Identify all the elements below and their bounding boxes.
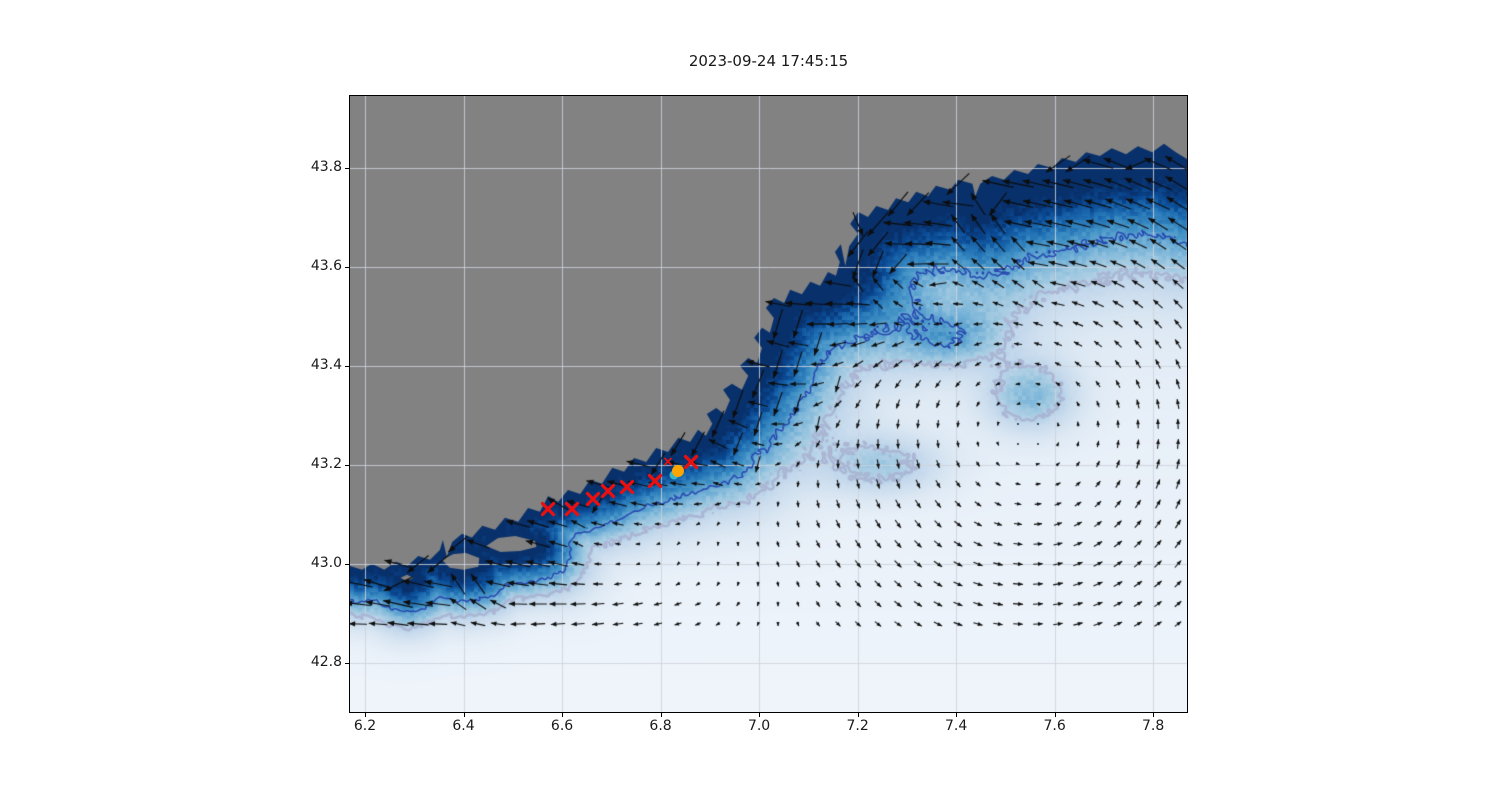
x-tick-mark	[562, 713, 564, 717]
x-tick-label: 6.2	[353, 718, 377, 734]
x-tick-mark	[1153, 713, 1155, 717]
x-tick-label: 7.2	[846, 718, 869, 734]
y-tick-label: 43.0	[310, 554, 342, 571]
y-tick-mark	[345, 167, 349, 169]
x-tick-mark	[857, 713, 859, 717]
track-marker-x-icon	[683, 453, 700, 474]
x-tick-label: 6.8	[649, 718, 672, 734]
y-tick-label: 43.6	[310, 257, 342, 274]
y-tick-mark	[345, 464, 349, 466]
x-tick-label: 7.4	[944, 718, 968, 734]
track-marker-x-icon	[619, 478, 636, 499]
x-tick-mark	[1054, 713, 1056, 717]
y-tick-mark	[345, 662, 349, 664]
track-marker-x-icon	[563, 500, 580, 521]
plot-area	[349, 95, 1188, 713]
x-tick-label: 7.6	[1043, 718, 1066, 734]
map-canvas	[350, 96, 1187, 712]
track-marker-x-icon	[539, 500, 556, 521]
y-tick-label: 43.8	[310, 158, 342, 175]
x-tick-mark	[759, 713, 761, 717]
plot-title: 2023-09-24 17:45:15	[688, 52, 849, 70]
x-tick-label: 6.4	[452, 718, 475, 734]
current-position-marker	[671, 464, 684, 477]
track-marker-x-icon	[585, 490, 602, 511]
marker-layer	[350, 96, 1187, 712]
predicted-position-plus-icon	[663, 451, 673, 470]
x-tick-mark	[660, 713, 662, 717]
track-marker-x-icon	[599, 483, 616, 504]
y-tick-label: 43.4	[310, 356, 342, 373]
y-tick-mark	[345, 365, 349, 367]
y-tick-mark	[345, 266, 349, 268]
x-tick-label: 7.0	[747, 718, 771, 734]
track-marker-x-icon	[647, 472, 664, 493]
x-tick-mark	[365, 713, 367, 717]
x-tick-label: 6.6	[550, 718, 574, 734]
x-tick-mark	[463, 713, 465, 717]
y-tick-label: 43.2	[310, 455, 342, 472]
y-tick-label: 42.8	[310, 653, 342, 670]
x-tick-label: 7.8	[1142, 718, 1165, 734]
x-tick-mark	[956, 713, 958, 717]
y-tick-mark	[345, 563, 349, 565]
